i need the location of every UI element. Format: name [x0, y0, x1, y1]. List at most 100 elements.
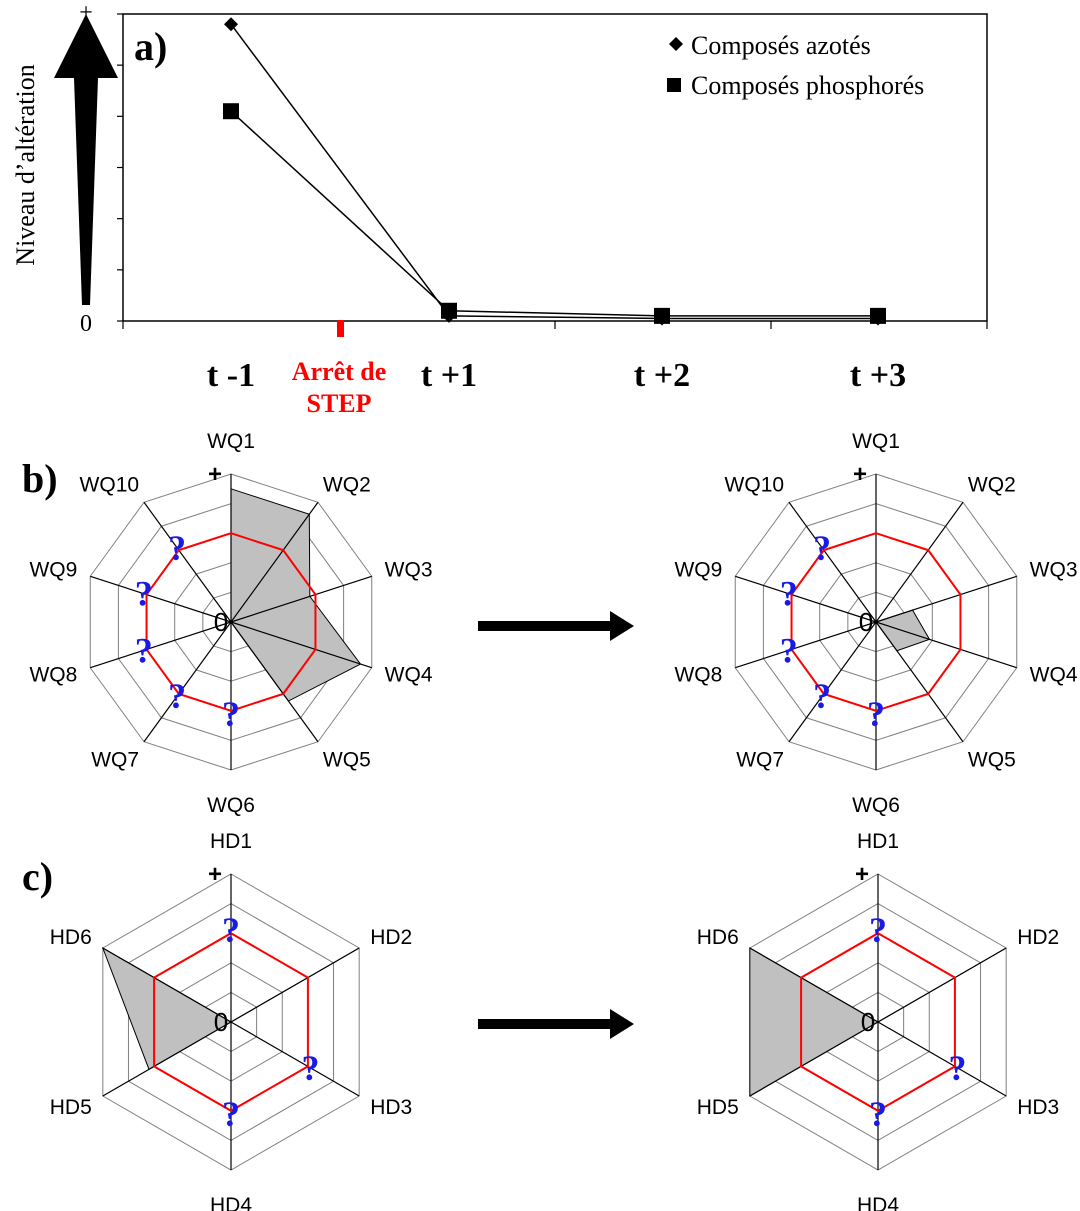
radar-zero-label: 0	[861, 1007, 875, 1037]
radar-axis-label: HD2	[1017, 926, 1059, 949]
radar-axis-label: WQ5	[968, 749, 1016, 772]
legend-label-phosphores: Composés phosphorés	[691, 71, 924, 100]
radar-zero-label: 0	[214, 607, 228, 637]
unknown-value-mark: ?	[135, 574, 153, 614]
unknown-value-mark: ?	[168, 528, 186, 568]
legend: Composés azotés Composés phosphorés	[667, 31, 924, 100]
event-label-line2: STEP	[306, 389, 371, 418]
x-tick-label: t -1	[207, 357, 255, 394]
radar-axis-line	[230, 621, 319, 743]
radar-axis-label: HD6	[697, 926, 739, 949]
legend-diamond-icon	[669, 37, 683, 51]
panel-a-letter: a)	[134, 24, 167, 69]
y-axis-title: Niveau d’altération	[11, 64, 40, 265]
radar-axis-line	[877, 1021, 1007, 1097]
radar-axis-line	[230, 575, 372, 623]
radar-axis-line	[143, 621, 232, 743]
radar-c-after: HD1 HD2 HD3 HD4 HD5 HD6 0 +???	[697, 830, 1059, 1211]
radar-axis-label: HD1	[857, 830, 899, 853]
radar-axis-line	[875, 501, 964, 623]
radar-threshold-ring	[145, 532, 317, 712]
radar-axis-label: WQ8	[29, 664, 77, 687]
radar-axis-line	[230, 621, 372, 669]
radar-plus-label: +	[208, 461, 222, 488]
radar-axis-line	[735, 621, 877, 669]
plot-area	[122, 13, 988, 322]
unknown-value-mark: ?	[780, 630, 798, 670]
radar-axis-line	[877, 947, 1007, 1023]
radar-axis-label: WQ6	[852, 794, 900, 817]
radar-c-before: HD1 HD2 HD3 HD4 HD5 HD6 0 +???	[50, 830, 412, 1211]
data-point-square	[870, 307, 886, 324]
data-point-square	[223, 103, 239, 120]
panel-b-letter: b)	[22, 456, 58, 501]
radar-axis-label: HD1	[210, 830, 252, 853]
unknown-value-mark: ?	[222, 910, 240, 950]
radar-axis-label: WQ2	[968, 473, 1016, 496]
radar-axis-label: WQ2	[323, 473, 371, 496]
radar-axis-label: WQ6	[207, 794, 255, 817]
radar-axis-label: WQ9	[29, 558, 77, 581]
radar-axis-line	[875, 621, 964, 743]
radar-axis-label: WQ4	[385, 664, 433, 687]
radar-axis-line	[230, 947, 360, 1023]
radar-axis-line	[735, 575, 877, 623]
event-marker	[337, 320, 344, 337]
unknown-value-mark: ?	[168, 676, 186, 716]
radar-axis-label: WQ9	[674, 558, 722, 581]
radar-axis-label: HD3	[370, 1096, 412, 1119]
radar-axis-line	[102, 947, 232, 1023]
radar-axis-label: WQ3	[385, 558, 433, 581]
data-point-square	[654, 307, 670, 324]
radar-axis-label: HD2	[370, 926, 412, 949]
unknown-value-mark: ?	[135, 630, 153, 670]
radar-axis-label: WQ10	[725, 473, 785, 496]
unknown-value-mark: ?	[869, 1094, 887, 1134]
data-point-square	[441, 302, 457, 319]
radar-axis-label: WQ4	[1030, 664, 1078, 687]
radar-axis-line	[143, 501, 232, 623]
legend-square-icon	[667, 78, 681, 92]
radar-b-after: WQ1 WQ2 WQ3 WQ4 WQ5 WQ6 WQ7 WQ8 WQ9 WQ10 0 +?????	[674, 430, 1077, 817]
radar-axis-line	[875, 621, 1017, 669]
legend-label-azotes: Composés azotés	[691, 31, 871, 60]
radar-axis-line	[788, 621, 877, 743]
data-point-diamond	[224, 17, 238, 32]
radar-axis-label: HD5	[50, 1096, 92, 1119]
event-label-line1: Arrêt de	[292, 357, 387, 386]
radar-axis-line	[788, 501, 877, 623]
unknown-value-mark: ?	[948, 1048, 966, 1088]
arrow-up-icon	[54, 14, 118, 305]
radar-axis-label: HD3	[1017, 1096, 1059, 1119]
radar-axis-label: HD5	[697, 1096, 739, 1119]
radar-zero-label: 0	[859, 607, 873, 637]
series-line	[230, 110, 878, 317]
panel-c-letter: c)	[22, 854, 53, 899]
x-tick-label: t +3	[850, 357, 906, 394]
unknown-value-mark: ?	[301, 1048, 319, 1088]
arrow-right-icon	[478, 611, 634, 641]
radar-axis-label: WQ7	[91, 749, 139, 772]
line-chart-panel: a) + Niveau d’altération 0 Arrêt de STEP…	[11, 0, 988, 418]
x-tick-labels: t -1 t +1 t +2 t +3	[207, 357, 906, 394]
unknown-value-mark: ?	[222, 1094, 240, 1134]
radar-threshold-ring	[800, 932, 956, 1112]
radar-threshold-ring	[153, 932, 309, 1112]
radar-axis-line	[749, 947, 879, 1023]
series-line	[230, 23, 878, 320]
unknown-value-mark: ?	[869, 910, 887, 950]
y-top-label: +	[79, 0, 93, 26]
radar-axis-label: HD4	[857, 1194, 899, 1211]
radar-axis-label: WQ7	[736, 749, 784, 772]
radar-axis-line	[90, 575, 232, 623]
radar-axis-line	[230, 501, 319, 623]
unknown-value-mark: ?	[813, 676, 831, 716]
radar-axis-label: WQ10	[80, 473, 140, 496]
radar-axis-line	[102, 1021, 232, 1097]
radar-axis-label: HD6	[50, 926, 92, 949]
radar-axis-line	[90, 621, 232, 669]
radar-zero-label: 0	[214, 1007, 228, 1037]
unknown-value-mark: ?	[222, 694, 240, 734]
radar-axis-line	[749, 1021, 879, 1097]
